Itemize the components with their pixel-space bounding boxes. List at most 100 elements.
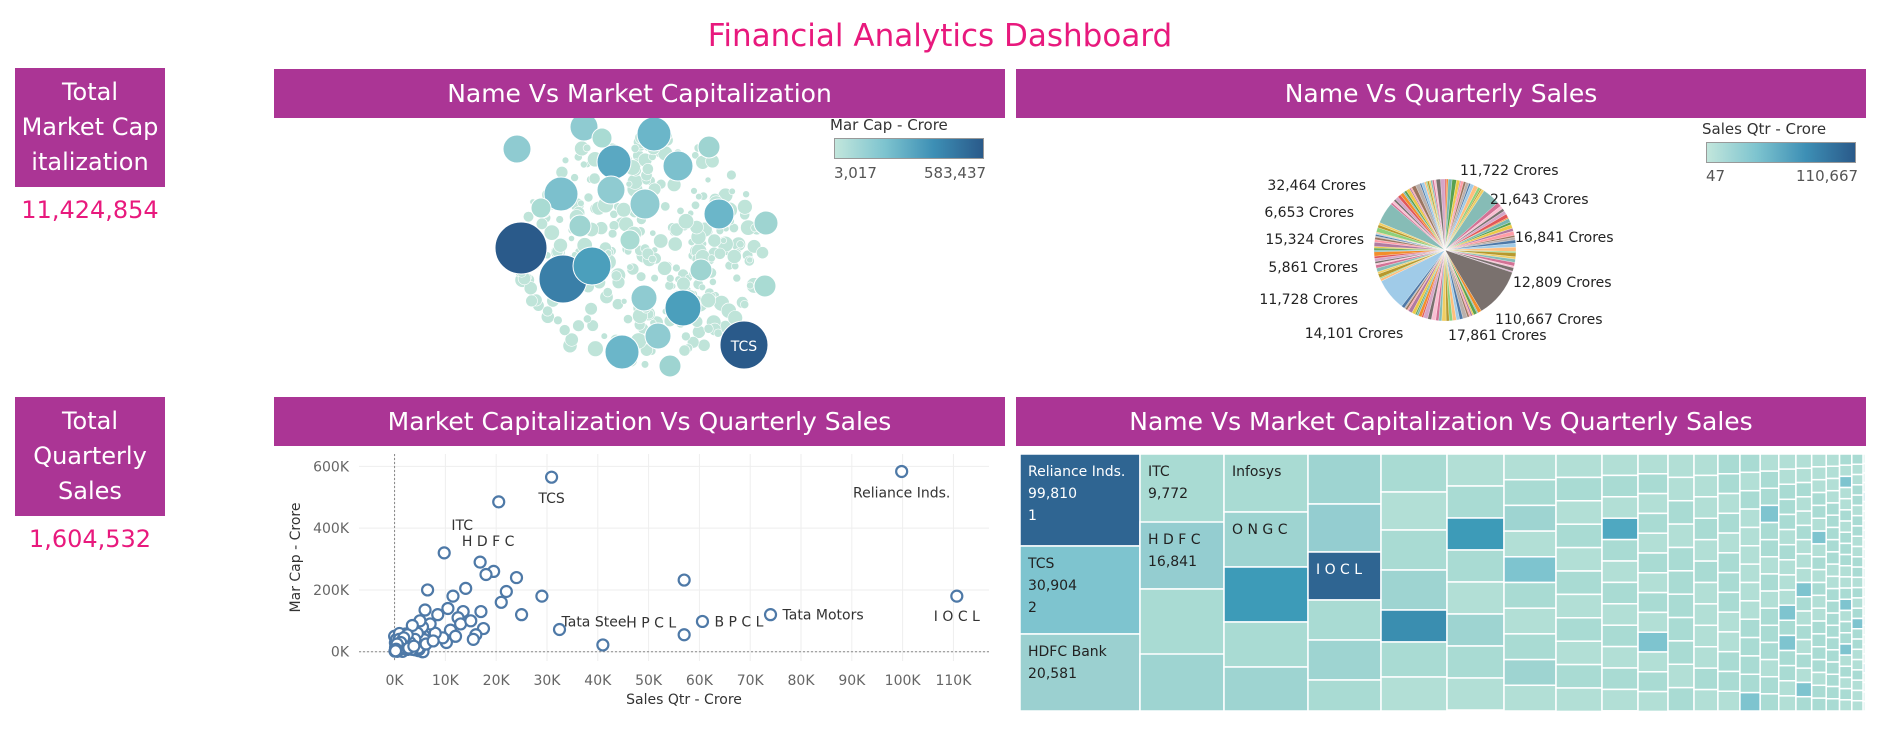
treemap-cell [1637, 532, 1669, 554]
scatter-xtick: 10K [432, 673, 460, 689]
treemap-cell [1637, 492, 1669, 515]
treemap-cell [1223, 511, 1309, 568]
bubble-small [620, 298, 628, 305]
treemap-cell [1555, 617, 1603, 642]
treemap-cell [1862, 576, 1865, 589]
scatter-point [492, 495, 506, 509]
marcap-legend-max: 583,437 [924, 164, 987, 182]
treemap-cell-label: 1 [1028, 508, 1037, 524]
bubble-small [666, 274, 675, 283]
treemap-cell [1637, 611, 1669, 633]
sales-legend-title: Sales Qtr - Crore [1702, 120, 1827, 138]
treemap-cell [1717, 650, 1741, 673]
treemap-cell [1601, 667, 1639, 691]
bubble-small [690, 187, 698, 195]
scatter-point [418, 603, 432, 617]
treemap-cell [1503, 607, 1557, 635]
scatter-ylabel: Mar Cap - Crore [288, 503, 304, 613]
treemap-cell [1778, 468, 1797, 485]
bubble-small [726, 249, 742, 264]
scatter-point [494, 595, 508, 609]
treemap-cell [1601, 517, 1639, 541]
treemap-cell [1717, 532, 1741, 554]
treemap-cell [1810, 646, 1827, 661]
treemap-chart: Reliance Inds. 99,810 1 TCS 30,904 2 HDFC Bank… [1020, 454, 1865, 711]
treemap-cell [1810, 568, 1827, 584]
bubble-small [660, 201, 671, 212]
treemap-cell-label: O N G C [1232, 522, 1288, 538]
bubble-company [569, 118, 599, 142]
scatter-point [437, 546, 451, 560]
scatter-ytick: 600K [313, 459, 350, 475]
treemap-cell [1838, 654, 1853, 668]
treemap-cell [1795, 454, 1813, 470]
bubble-small [653, 233, 669, 249]
bubble-small [676, 276, 691, 291]
treemap-cell [1380, 641, 1448, 678]
bubble-small [582, 143, 592, 153]
treemap-cell [1693, 667, 1719, 691]
treemap-cell [1446, 485, 1505, 519]
treemap-cell [1739, 471, 1761, 492]
treemap-cell [1601, 474, 1639, 498]
treemap-cell [1795, 567, 1813, 584]
treemap-cell [1503, 556, 1557, 584]
treemap-cell [1503, 478, 1557, 507]
treemap-cell [1739, 454, 1761, 474]
bubble-small [681, 331, 691, 342]
treemap-cell [1307, 503, 1382, 553]
scatter-point-label: ITC [451, 518, 473, 534]
treemap-cell [1862, 634, 1865, 646]
treemap-cell [1503, 530, 1557, 558]
treemap-cell [1810, 517, 1827, 532]
treemap-cell [1851, 454, 1864, 466]
treemap-cell [1759, 675, 1780, 695]
pie-slice-label: 6,653 Crores [1264, 205, 1354, 221]
treemap-cell [1446, 549, 1505, 583]
bubble-small [704, 176, 712, 184]
sales-legend-min: 47 [1706, 167, 1726, 185]
bubble-company [753, 274, 777, 298]
treemap-cell [1825, 538, 1841, 553]
bubble-company [619, 229, 641, 251]
treemap-cell [1838, 676, 1853, 690]
treemap-cell [1825, 551, 1841, 565]
treemap-cell [1717, 454, 1741, 475]
treemap-cell [1795, 596, 1813, 612]
treemap-cell [1223, 666, 1309, 711]
scatter-xtick: 50K [635, 673, 663, 689]
treemap-cell [1759, 504, 1780, 524]
treemap-cell [1862, 691, 1865, 703]
bubble-small [616, 202, 632, 218]
treemap-cell [1601, 688, 1639, 711]
scatter-point-label: Tata Steel [561, 614, 631, 630]
bubble-small [600, 332, 608, 340]
bubble-small [678, 344, 691, 357]
bubble-small [756, 246, 769, 260]
treemap-cell [1825, 649, 1841, 663]
scatter-ytick: 0K [331, 645, 350, 661]
bubble-company [689, 258, 713, 282]
bubble-company [644, 322, 672, 350]
treemap-cell [1601, 560, 1639, 584]
treemap-cell [1862, 500, 1865, 512]
pie-slice-label: 16,841 Crores [1515, 230, 1614, 246]
bubble-small [553, 315, 563, 326]
treemap-cell [1717, 473, 1741, 495]
treemap-cell [1139, 521, 1225, 590]
treemap-cell [1862, 472, 1865, 484]
pie-slice-label: 5,861 Crores [1268, 260, 1358, 276]
treemap-cell [1810, 607, 1827, 622]
treemap-cell [1555, 454, 1603, 479]
treemap-cell [1693, 496, 1719, 519]
marcap-legend-title: Mar Cap - Crore [830, 116, 948, 134]
treemap-cell [1637, 631, 1669, 653]
treemap-cell [1810, 581, 1827, 597]
treemap-cell [1810, 530, 1827, 545]
treemap-cell [1810, 684, 1827, 699]
bubble-small [695, 192, 703, 201]
treemap-cell [1795, 624, 1813, 641]
treemap-cell [1810, 491, 1827, 507]
treemap-cell [1503, 504, 1557, 532]
bubble-company [664, 289, 702, 327]
